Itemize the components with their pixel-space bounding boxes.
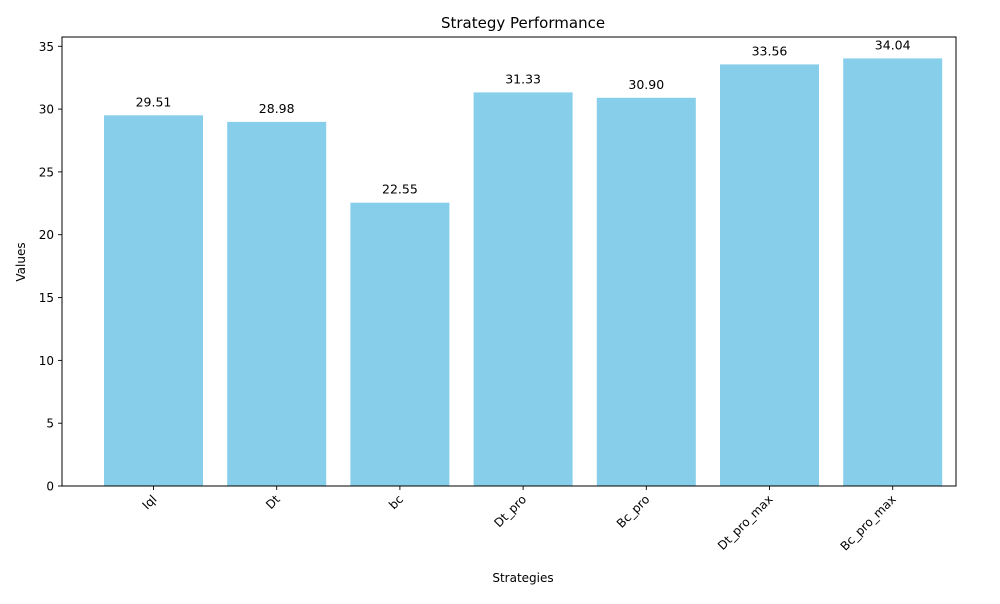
x-axis-label: Strategies bbox=[492, 571, 553, 585]
bar-bc bbox=[350, 202, 450, 486]
x-tick-label: Bc_pro_max bbox=[838, 492, 899, 553]
bar-dt-pro bbox=[473, 92, 573, 487]
bar-bc-pro-max bbox=[843, 58, 943, 487]
y-tick-label: 10 bbox=[39, 354, 54, 368]
y-tick-label: 5 bbox=[46, 417, 54, 431]
y-tick-label: 15 bbox=[39, 291, 54, 305]
bar-value-label: 30.90 bbox=[628, 77, 664, 92]
y-tick-label: 25 bbox=[39, 165, 54, 179]
bar-value-label: 22.55 bbox=[382, 182, 418, 197]
x-tick-label: Bc_pro bbox=[614, 492, 653, 531]
x-tick-label: bc bbox=[386, 492, 406, 512]
plot-frame bbox=[61, 36, 957, 487]
y-tick-label: 30 bbox=[39, 103, 54, 117]
bar-iql bbox=[104, 115, 203, 487]
y-tick-label: 35 bbox=[39, 40, 54, 54]
bar-value-label: 28.98 bbox=[259, 101, 295, 116]
x-tick-label: Iql bbox=[139, 492, 159, 512]
y-tick-label: 0 bbox=[46, 480, 54, 494]
bar-value-label: 33.56 bbox=[752, 43, 788, 58]
y-tick-label: 20 bbox=[39, 228, 54, 242]
bar-dt bbox=[227, 121, 327, 487]
plot-area: 29.51 Iql 28.98 Dt 22.55 bc 31.33 Dt_pro 30.90 Bc… bbox=[39, 36, 957, 553]
x-tick-label: Dt_pro_max bbox=[715, 492, 776, 553]
bar-value-label: 29.51 bbox=[136, 94, 172, 109]
bar-value-label: 34.04 bbox=[875, 37, 911, 52]
bar-value-label: 31.33 bbox=[505, 71, 541, 86]
x-tick-label: Dt bbox=[263, 492, 283, 512]
bar-dt-pro-max bbox=[720, 64, 819, 487]
bar-bc-pro bbox=[596, 97, 696, 487]
chart-title: Strategy Performance bbox=[441, 14, 605, 32]
x-tick-label: Dt_pro bbox=[491, 492, 529, 530]
y-axis-label: Values bbox=[14, 242, 28, 281]
